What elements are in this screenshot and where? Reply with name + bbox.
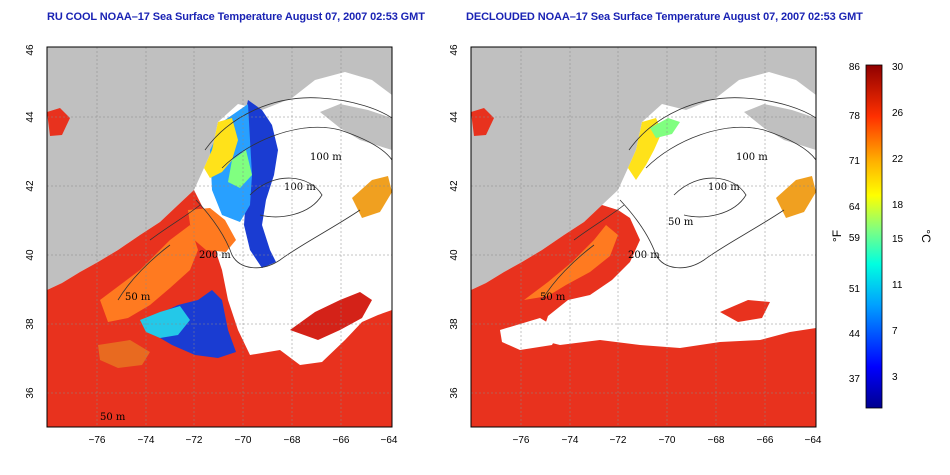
fahrenheit-tick: 78	[849, 111, 861, 122]
left-contour-label: 50 m	[125, 292, 151, 303]
y-tick-label: 36	[25, 387, 36, 399]
right-nova-scotia	[744, 104, 816, 150]
right-contour-label: 200 m	[628, 250, 660, 261]
fahrenheit-tick: 71	[849, 156, 861, 167]
y-tick-label: 38	[25, 318, 36, 330]
right-map-frame	[470, 46, 817, 428]
y-tick-label: 42	[25, 180, 36, 192]
y-tick-label: 44	[25, 111, 36, 123]
x-tick-label: −66	[757, 435, 774, 446]
left-coastal-warm	[204, 118, 238, 178]
left-gulf-green	[228, 150, 252, 188]
left-land	[47, 47, 392, 290]
y-tick-label: 42	[449, 180, 460, 192]
x-tick-label: −72	[610, 435, 627, 446]
right-offshore-warm	[776, 176, 816, 218]
left-maine-patch	[47, 108, 70, 136]
left-shelf-band	[100, 225, 198, 322]
x-tick-label: −74	[138, 435, 155, 446]
right-gulf-green	[650, 118, 680, 138]
right-warm-water	[471, 205, 816, 427]
fahrenheit-label: °F	[830, 230, 844, 242]
colorbar-gradient	[865, 64, 883, 409]
fahrenheit-tick: 86	[849, 62, 861, 73]
left-warm-eddy	[290, 292, 372, 340]
x-tick-label: −74	[562, 435, 579, 446]
right-maine-patch	[471, 108, 494, 136]
left-contour-label: 50 m	[100, 412, 126, 423]
right-panel-title: DECLOUDED NOAA–17 Sea Surface Temperatur…	[466, 11, 863, 23]
x-tick-label: −70	[659, 435, 676, 446]
celsius-tick: 15	[892, 234, 904, 245]
x-tick-label: −64	[805, 435, 822, 446]
left-contour-label: 200 m	[199, 250, 231, 261]
left-map: 100 m 100 m 200 m 50 m 50 m	[47, 47, 392, 427]
x-tick-label: −64	[381, 435, 398, 446]
left-contour-label: 100 m	[284, 182, 316, 193]
y-tick-label: 40	[449, 249, 460, 261]
fahrenheit-tick: 44	[849, 329, 861, 340]
right-land	[471, 47, 816, 290]
celsius-tick: 3	[892, 372, 898, 383]
right-contour-label: 50 m	[668, 217, 694, 228]
celsius-label: °C	[919, 229, 933, 243]
left-gridlines	[47, 47, 392, 427]
right-contour-label: 100 m	[736, 152, 768, 163]
left-x-axis: −76 −74 −72 −70 −68 −66 −64	[89, 435, 398, 446]
y-tick-label: 46	[449, 44, 460, 56]
right-x-axis: −76 −74 −72 −70 −68 −66 −64	[513, 435, 822, 446]
right-y-axis: 36 38 40 42 44 46	[449, 44, 460, 399]
y-tick-label: 38	[449, 318, 460, 330]
y-tick-label: 46	[25, 44, 36, 56]
fahrenheit-tick: 64	[849, 202, 861, 213]
right-shelf-band	[524, 225, 618, 300]
celsius-tick: 30	[892, 62, 904, 73]
fahrenheit-tick: 51	[849, 284, 861, 295]
x-tick-label: −66	[333, 435, 350, 446]
right-contour-label: 50 m	[540, 292, 566, 303]
right-contour-label: 100 m	[708, 182, 740, 193]
left-panel-title: RU COOL NOAA–17 Sea Surface Temperature …	[47, 11, 425, 23]
fahrenheit-tick: 37	[849, 374, 861, 385]
left-bathymetry	[117, 97, 392, 301]
left-cyan-water	[140, 306, 190, 338]
celsius-tick: 22	[892, 154, 904, 165]
y-tick-label: 44	[449, 111, 460, 123]
celsius-tick: 11	[892, 280, 903, 291]
celsius-tick: 18	[892, 200, 904, 211]
left-contour-label: 100 m	[310, 152, 342, 163]
left-georges-warm	[188, 208, 236, 252]
y-tick-label: 40	[25, 249, 36, 261]
x-tick-label: −68	[284, 435, 301, 446]
right-eddy-patches	[720, 300, 770, 322]
y-tick-label: 36	[449, 387, 460, 399]
left-map-frame	[46, 46, 393, 428]
colorbar: 86 78 71 64 59 51 44 37 30 26 22 18 15 1…	[830, 62, 933, 409]
right-bathymetry	[541, 97, 816, 301]
x-tick-label: −76	[89, 435, 106, 446]
left-y-axis: 36 38 40 42 44 46	[25, 44, 36, 399]
x-tick-label: −72	[186, 435, 203, 446]
left-nova-scotia	[320, 104, 392, 150]
celsius-tick: 26	[892, 108, 904, 119]
celsius-tick: 7	[892, 326, 898, 337]
x-tick-label: −68	[708, 435, 725, 446]
right-gridlines	[471, 47, 816, 427]
left-southern-patches	[98, 340, 150, 368]
fahrenheit-tick: 59	[849, 233, 861, 244]
x-tick-label: −76	[513, 435, 530, 446]
right-map: 100 m 100 m 50 m 200 m 50 m	[471, 47, 816, 427]
x-tick-label: −70	[235, 435, 252, 446]
right-nodata-patch	[500, 318, 560, 350]
left-offshore-warm	[352, 176, 392, 218]
